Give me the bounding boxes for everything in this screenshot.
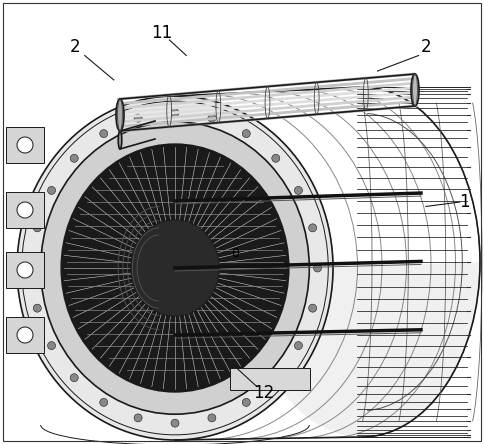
Circle shape (100, 398, 108, 406)
Circle shape (208, 114, 216, 122)
Circle shape (309, 224, 317, 232)
Circle shape (171, 109, 179, 117)
Text: 2: 2 (70, 38, 80, 56)
Circle shape (70, 154, 78, 163)
Circle shape (134, 414, 142, 422)
Circle shape (242, 398, 250, 406)
Circle shape (47, 186, 56, 194)
Text: 2: 2 (421, 38, 431, 56)
Circle shape (171, 419, 179, 427)
Bar (6, 192, 44, 228)
Bar (230, 368, 310, 390)
Ellipse shape (116, 99, 124, 131)
Circle shape (242, 130, 250, 138)
Bar (6, 252, 44, 288)
Ellipse shape (131, 220, 219, 316)
Text: 0: 0 (231, 246, 239, 260)
Circle shape (70, 374, 78, 382)
Circle shape (33, 304, 41, 312)
Text: 12: 12 (253, 384, 274, 402)
Circle shape (314, 264, 321, 272)
Text: 1: 1 (459, 193, 470, 211)
Circle shape (17, 137, 33, 153)
Text: 11: 11 (151, 24, 173, 42)
Ellipse shape (61, 144, 289, 392)
Bar (6, 127, 44, 163)
Circle shape (33, 224, 41, 232)
Circle shape (29, 264, 36, 272)
Circle shape (294, 341, 302, 349)
Bar (6, 317, 44, 353)
Polygon shape (17, 96, 480, 437)
Circle shape (134, 114, 142, 122)
Circle shape (47, 341, 56, 349)
Circle shape (17, 202, 33, 218)
Circle shape (294, 186, 302, 194)
Ellipse shape (411, 74, 419, 106)
Ellipse shape (118, 131, 122, 149)
Circle shape (17, 262, 33, 278)
Ellipse shape (41, 122, 309, 414)
Circle shape (309, 304, 317, 312)
Ellipse shape (17, 96, 333, 440)
Circle shape (272, 374, 280, 382)
Circle shape (17, 327, 33, 343)
Circle shape (100, 130, 108, 138)
Circle shape (272, 154, 280, 163)
Circle shape (208, 414, 216, 422)
